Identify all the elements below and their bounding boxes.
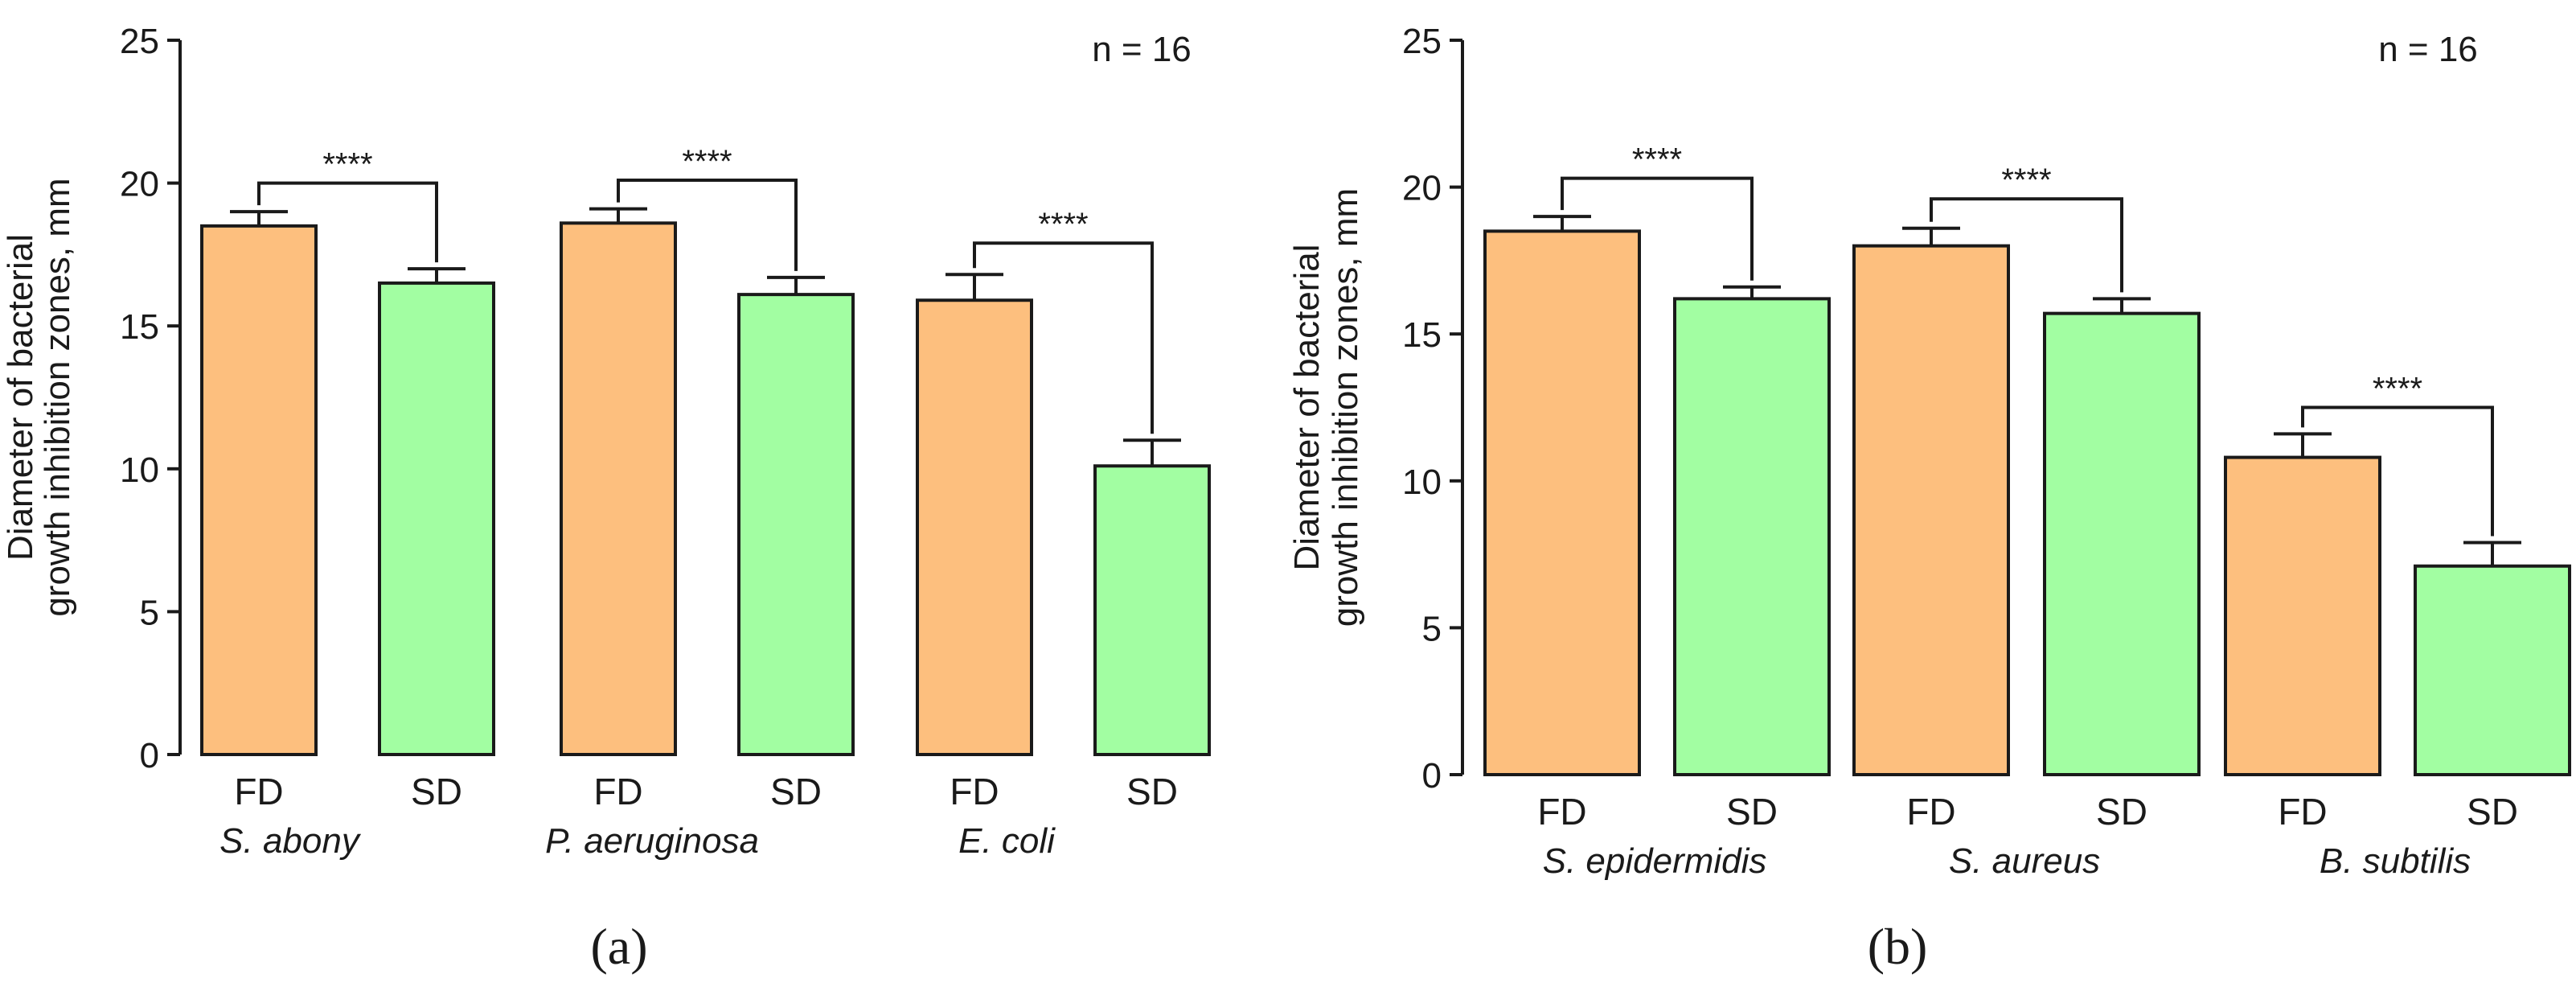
group-label: S. abony bbox=[219, 821, 362, 861]
group-label: S. epidermidis bbox=[1543, 841, 1767, 881]
bar-fd bbox=[2224, 455, 2381, 776]
group-label: P. aeruginosa bbox=[545, 821, 759, 861]
bar-fd bbox=[200, 224, 318, 756]
significance-bracket bbox=[973, 241, 1154, 434]
bar-sd bbox=[378, 281, 495, 757]
y-tick-label: 5 bbox=[140, 593, 159, 632]
x-tick-label-fd: FD bbox=[950, 771, 999, 812]
significance-label: **** bbox=[1632, 142, 1682, 178]
x-tick-label-sd: SD bbox=[2096, 791, 2147, 833]
significance-bracket bbox=[257, 181, 438, 263]
y-tick-label: 15 bbox=[120, 307, 159, 347]
y-axis-title-line: growth inhibition zones, mm bbox=[38, 178, 77, 616]
x-tick-label-fd: FD bbox=[1906, 791, 1955, 833]
significance-bracket bbox=[617, 179, 798, 271]
bar-fd bbox=[916, 298, 1033, 756]
group-label: E. coli bbox=[958, 821, 1056, 861]
panel-label: (a) bbox=[590, 918, 647, 975]
bar-sd bbox=[1093, 464, 1211, 756]
y-tick-label: 15 bbox=[1402, 315, 1442, 355]
y-tick-label: 0 bbox=[1422, 756, 1442, 796]
significance-label: **** bbox=[2373, 372, 2422, 407]
bar-fd bbox=[560, 221, 677, 756]
y-axis-title-line: Diameter of bacterial bbox=[1287, 245, 1327, 571]
x-tick-label-sd: SD bbox=[1726, 791, 1778, 833]
x-tick-label-fd: FD bbox=[234, 771, 283, 812]
sample-size-annotation: n = 16 bbox=[1092, 30, 1192, 69]
significance-label: **** bbox=[1038, 207, 1088, 242]
x-tick-label-sd: SD bbox=[2467, 791, 2518, 833]
bar-sd bbox=[1673, 297, 1831, 777]
y-tick-label: 20 bbox=[120, 165, 159, 204]
significance-bracket bbox=[2301, 405, 2494, 537]
x-tick-label-fd: FD bbox=[2278, 791, 2327, 833]
y-tick-label: 5 bbox=[1422, 609, 1442, 648]
x-tick-label-sd: SD bbox=[1126, 771, 1178, 812]
y-tick-label: 25 bbox=[120, 22, 159, 61]
bar-sd bbox=[2043, 311, 2201, 776]
panel-label: (b) bbox=[1868, 918, 1928, 975]
panel-b: 0 5 10 15 20 25 Diameter of bacterial growth in… bbox=[1287, 22, 2571, 975]
group-label: S. aureus bbox=[1949, 841, 2100, 881]
sample-size-annotation: n = 16 bbox=[2378, 30, 2478, 69]
y-tick-label: 10 bbox=[1402, 463, 1442, 502]
group-label: B. subtilis bbox=[2320, 841, 2471, 881]
bar-fd bbox=[1852, 244, 2010, 776]
y-tick-label: 10 bbox=[120, 450, 159, 490]
significance-label: **** bbox=[682, 144, 732, 179]
y-axis-title-line: growth inhibition zones, mm bbox=[1326, 188, 1365, 627]
significance-bracket bbox=[1930, 197, 2123, 293]
significance-label: **** bbox=[2001, 162, 2051, 198]
x-tick-label-sd: SD bbox=[770, 771, 822, 812]
y-tick-label: 25 bbox=[1402, 22, 1442, 61]
x-tick-label-fd: FD bbox=[593, 771, 642, 812]
significance-label: **** bbox=[322, 147, 372, 183]
y-axis-title-line: Diameter of bacterial bbox=[1, 234, 40, 561]
y-tick-label: 20 bbox=[1402, 169, 1442, 208]
x-tick-label-sd: SD bbox=[411, 771, 462, 812]
bar-sd bbox=[737, 293, 855, 756]
x-tick-label-fd: FD bbox=[1537, 791, 1586, 833]
bar-fd bbox=[1483, 229, 1641, 776]
bar-sd bbox=[2414, 564, 2571, 776]
y-tick-label: 0 bbox=[140, 736, 159, 775]
significance-bracket bbox=[1561, 176, 1754, 281]
